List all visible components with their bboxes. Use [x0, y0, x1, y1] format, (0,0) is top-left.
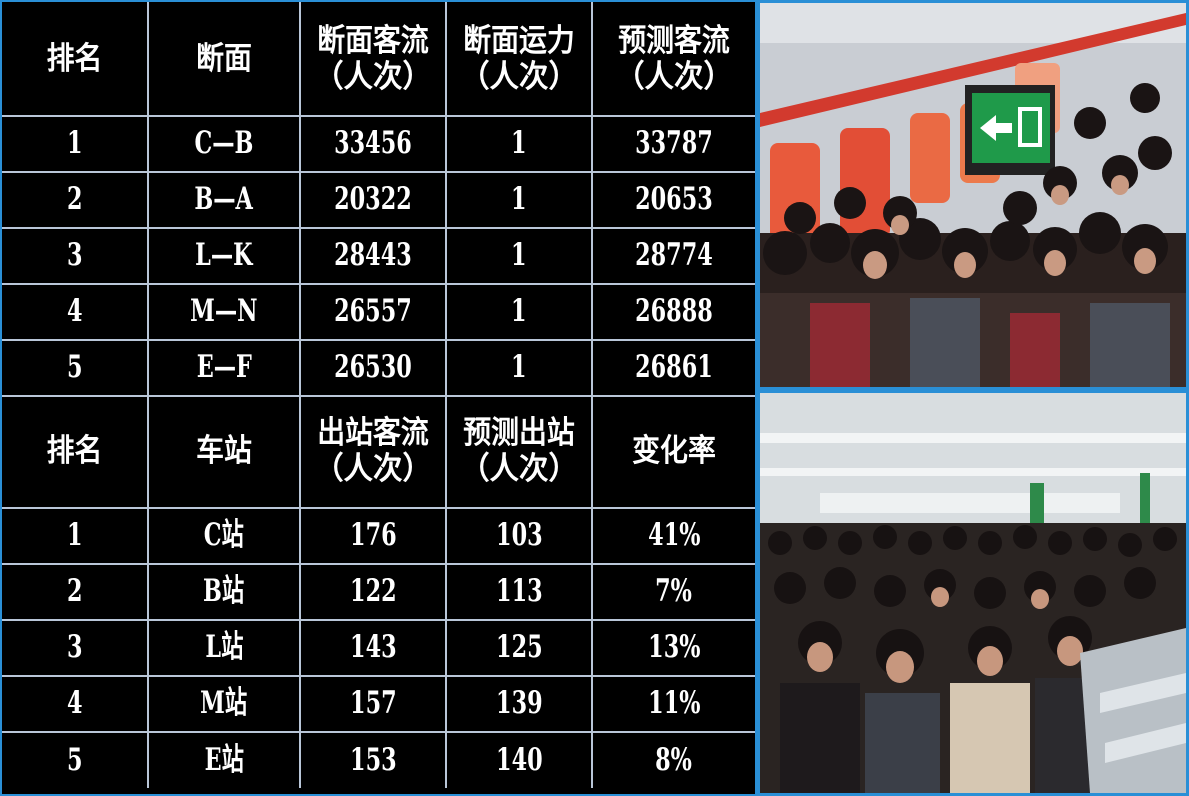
- exit-flow-cell: 122: [300, 564, 447, 621]
- predicted-flow-cell: 26888: [592, 284, 755, 341]
- section-flow-header-row: 排名 断面 断面客流 （人次） 断面运力 （人次） 预测客流 （人次）: [2, 2, 755, 117]
- section-flow-cell: 20322: [300, 172, 447, 229]
- table-row: 1 C—B 33456 1 33787: [2, 116, 755, 173]
- header-exit-flow: 出站客流 （人次）: [300, 395, 447, 509]
- exit-flow-cell: 157: [300, 676, 447, 733]
- table-row: 3 L—K 28443 1 28774: [2, 228, 755, 285]
- passenger-flow-table: 排名 断面 断面客流 （人次） 断面运力 （人次） 预测客流 （人次） 1 C—B 3…: [2, 2, 755, 788]
- predicted-flow-cell: 26861: [592, 340, 755, 397]
- station-cell: L站: [148, 620, 301, 677]
- section-capacity-cell: 1: [446, 340, 593, 397]
- exit-flow-cell: 153: [300, 732, 447, 788]
- header-predicted-flow: 预测客流 （人次）: [592, 2, 755, 117]
- header-section: 断面: [148, 2, 301, 117]
- header-rank: 排名: [2, 395, 149, 509]
- change-rate-cell: 11%: [592, 676, 755, 733]
- table-row: 4 M站 157 139 11%: [2, 676, 755, 733]
- table-row: 2 B站 122 113 7%: [2, 564, 755, 621]
- predicted-exit-cell: 113: [446, 564, 593, 621]
- rank-cell: 2: [2, 172, 149, 229]
- table-row: 1 C站 176 103 41%: [2, 508, 755, 565]
- section-capacity-cell: 1: [446, 228, 593, 285]
- header-change-rate: 变化率: [592, 395, 755, 509]
- station-cell: M站: [148, 676, 301, 733]
- section-flow-cell: 26530: [300, 340, 447, 397]
- table-row: 4 M—N 26557 1 26888: [2, 284, 755, 341]
- predicted-flow-cell: 33787: [592, 116, 755, 173]
- rank-cell: 4: [2, 676, 149, 733]
- rank-cell: 4: [2, 284, 149, 341]
- predicted-exit-cell: 139: [446, 676, 593, 733]
- section-flow-cell: 28443: [300, 228, 447, 285]
- crowded-station-gates-photo: [757, 390, 1189, 796]
- predicted-exit-cell: 103: [446, 508, 593, 565]
- section-flow-cell: 33456: [300, 116, 447, 173]
- rank-cell: 2: [2, 564, 149, 621]
- section-cell: B—A: [148, 172, 301, 229]
- table-row: 5 E—F 26530 1 26861: [2, 340, 755, 397]
- station-cell: E站: [148, 732, 301, 788]
- rank-cell: 3: [2, 228, 149, 285]
- section-flow-cell: 26557: [300, 284, 447, 341]
- section-capacity-cell: 1: [446, 284, 593, 341]
- station-cell: C站: [148, 508, 301, 565]
- crowded-station-gates-illustration: [760, 393, 1186, 793]
- rank-cell: 5: [2, 732, 149, 788]
- section-capacity-cell: 1: [446, 172, 593, 229]
- table-row: 2 B—A 20322 1 20653: [2, 172, 755, 229]
- rank-cell: 3: [2, 620, 149, 677]
- change-rate-cell: 13%: [592, 620, 755, 677]
- station-cell: B站: [148, 564, 301, 621]
- rank-cell: 1: [2, 116, 149, 173]
- header-section-capacity: 断面运力 （人次）: [446, 2, 593, 117]
- section-cell: C—B: [148, 116, 301, 173]
- header-predicted-exit: 预测出站 （人次）: [446, 395, 593, 509]
- table-row: 5 E站 153 140 8%: [2, 732, 755, 788]
- station-exit-header-row: 排名 车站 出站客流 （人次） 预测出站 （人次） 变化率: [2, 395, 755, 509]
- header-section-flow: 断面客流 （人次）: [300, 2, 447, 117]
- section-cell: E—F: [148, 340, 301, 397]
- section-cell: L—K: [148, 228, 301, 285]
- section-cell: M—N: [148, 284, 301, 341]
- section-capacity-cell: 1: [446, 116, 593, 173]
- exit-flow-cell: 143: [300, 620, 447, 677]
- change-rate-cell: 41%: [592, 508, 755, 565]
- exit-flow-cell: 176: [300, 508, 447, 565]
- crowded-train-platform-photo: [757, 0, 1189, 390]
- rank-cell: 5: [2, 340, 149, 397]
- passenger-flow-table-panel: 排名 断面 断面客流 （人次） 断面运力 （人次） 预测客流 （人次） 1 C—B 3…: [0, 0, 757, 796]
- predicted-flow-cell: 28774: [592, 228, 755, 285]
- header-station: 车站: [148, 395, 301, 509]
- predicted-flow-cell: 20653: [592, 172, 755, 229]
- predicted-exit-cell: 140: [446, 732, 593, 788]
- table-row: 3 L站 143 125 13%: [2, 620, 755, 677]
- predicted-exit-cell: 125: [446, 620, 593, 677]
- change-rate-cell: 7%: [592, 564, 755, 621]
- header-rank: 排名: [2, 2, 149, 117]
- rank-cell: 1: [2, 508, 149, 565]
- crowded-train-platform-illustration: [760, 3, 1186, 387]
- change-rate-cell: 8%: [655, 741, 693, 778]
